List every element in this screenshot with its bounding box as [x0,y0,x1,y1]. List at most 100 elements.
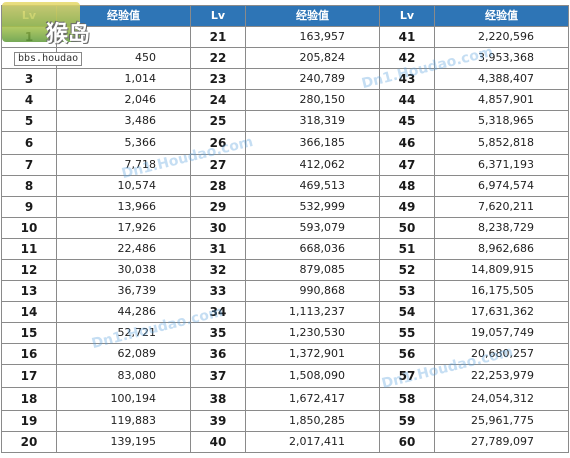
level-cell: 18 [1,387,57,411]
xp-cell: 52,721 [56,322,191,344]
level-cell: 7 [1,154,57,176]
level-cell: 17 [1,364,57,388]
level-cell: 39 [190,410,246,432]
level-cell: 33 [190,280,246,302]
table-row: 5 3,486 25 318,319 45 5,318,965 [1,110,569,132]
level-cell: 45 [379,110,435,132]
level-cell: 4 [1,89,57,111]
xp-cell: 7,620,211 [434,196,569,218]
xp-cell: 6,371,193 [434,154,569,176]
xp-cell: 83,080 [56,364,191,388]
level-cell: 6 [1,131,57,155]
level-cell: 25 [190,110,246,132]
level-cell: 49 [379,196,435,218]
table-row: 4 2,046 24 280,150 44 4,857,901 [1,89,569,111]
xp-cell: 22,253,979 [434,364,569,388]
level-cell: 38 [190,387,246,411]
level-cell: 11 [1,238,57,260]
level-cell: 13 [1,280,57,302]
table-row: 14 44,286 34 1,113,237 54 17,631,362 [1,301,569,323]
level-cell: 29 [190,196,246,218]
xp-cell: 1,230,530 [245,322,380,344]
level-cell: 14 [1,301,57,323]
xp-cell: 8,238,729 [434,217,569,239]
level-cell: 30 [190,217,246,239]
table-row: 3 1,014 23 240,789 43 4,388,407 [1,68,569,90]
xp-cell: 16,175,505 [434,280,569,302]
level-cell: 57 [379,364,435,388]
xp-cell: 2,220,596 [434,26,569,48]
xp-cell: 3,953,368 [434,47,569,69]
xp-cell: 19,057,749 [434,322,569,344]
level-cell: 52 [379,259,435,281]
xp-cell: 593,079 [245,217,380,239]
table-row: 10 17,926 30 593,079 50 8,238,729 [1,217,569,239]
level-cell: 34 [190,301,246,323]
table-body: 121163,957412,220,596245022205,824423,95… [1,26,569,453]
xp-cell: 8,962,686 [434,238,569,260]
xp-cell: 119,883 [56,410,191,432]
level-cell: 59 [379,410,435,432]
table-row: 11 22,486 31 668,036 51 8,962,686 [1,238,569,260]
xp-cell: 879,085 [245,259,380,281]
level-cell: 15 [1,322,57,344]
level-cell: 22 [190,47,246,69]
xp-cell: 25,961,775 [434,410,569,432]
table-header-row: Lv 经验值 Lv 经验值 Lv 经验值 [1,5,569,27]
xp-cell: 1,372,901 [245,343,380,365]
xp-cell: 4,388,407 [434,68,569,90]
xp-cell: 100,194 [56,387,191,411]
xp-cell: 280,150 [245,89,380,111]
level-cell: 19 [1,410,57,432]
level-cell: 31 [190,238,246,260]
level-cell: 43 [379,68,435,90]
level-cell: 53 [379,280,435,302]
level-cell: 51 [379,238,435,260]
xp-cell: 163,957 [245,26,380,48]
level-cell: 12 [1,259,57,281]
level-cell: 32 [190,259,246,281]
xp-cell: 13,966 [56,196,191,218]
header-xp: 经验值 [56,5,191,27]
xp-cell: 17,631,362 [434,301,569,323]
xp-cell: 3,486 [56,110,191,132]
xp-cell: 1,113,237 [245,301,380,323]
xp-cell: 36,739 [56,280,191,302]
level-cell: 35 [190,322,246,344]
xp-cell: 668,036 [245,238,380,260]
level-cell: 5 [1,110,57,132]
level-cell: 48 [379,175,435,197]
xp-cell: 5,318,965 [434,110,569,132]
table-row: 6 5,366 26 366,185 46 5,852,818 [1,131,569,155]
xp-cell: 4,857,901 [434,89,569,111]
level-cell: 42 [379,47,435,69]
level-cell: 24 [190,89,246,111]
level-cell: 54 [379,301,435,323]
xp-cell: 10,574 [56,175,191,197]
xp-cell: 1,672,417 [245,387,380,411]
xp-cell: 412,062 [245,154,380,176]
level-cell: 58 [379,387,435,411]
level-cell: 23 [190,68,246,90]
xp-cell: 240,789 [245,68,380,90]
xp-cell: 1,850,285 [245,410,380,432]
palm-tree-logo-icon [2,2,80,42]
xp-cell: 27,789,097 [434,431,569,453]
xp-cell: 139,195 [56,431,191,453]
level-cell: 44 [379,89,435,111]
xp-cell: 5,852,818 [434,131,569,155]
watermark-logo-url: bbs.houdao [14,52,83,66]
xp-cell: 5,366 [56,131,191,155]
table-row: 13 36,739 33 990,868 53 16,175,505 [1,280,569,302]
xp-cell: 318,319 [245,110,380,132]
xp-cell: 20,680,257 [434,343,569,365]
header-lv: Lv [379,5,435,27]
level-cell: 20 [1,431,57,453]
level-cell: 3 [1,68,57,90]
xp-cell: 469,513 [245,175,380,197]
watermark-logo-text: 猴岛 [46,22,91,47]
xp-cell: 532,999 [245,196,380,218]
table-row: 20 139,195 40 2,017,411 60 27,789,097 [1,431,569,453]
